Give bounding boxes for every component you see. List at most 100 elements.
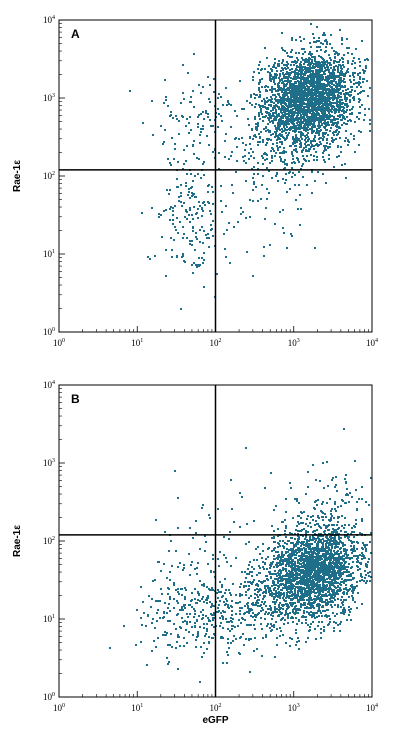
event-point [293,85,295,87]
event-point [283,100,285,102]
event-point [325,76,327,78]
event-point [343,550,345,552]
event-point [316,89,318,91]
event-point [330,109,332,111]
event-point [331,515,333,517]
event-point [325,105,327,107]
event-point [268,170,270,172]
event-point [322,119,324,121]
event-point [213,78,215,80]
event-point [172,223,174,225]
event-point [322,538,324,540]
event-point [192,194,194,196]
event-point [319,79,321,81]
event-point [290,121,292,123]
event-point [318,605,320,607]
event-point [307,124,309,126]
event-point [313,138,315,140]
event-point [281,123,283,125]
event-point [339,548,341,550]
event-point [284,121,286,123]
event-point [258,112,260,114]
event-point [307,101,309,103]
event-point [313,107,315,109]
event-point [273,626,275,628]
event-point [172,214,174,216]
event-point [351,112,353,114]
event-point [313,76,315,78]
event-point [343,122,345,124]
event-point [326,129,328,131]
event-point [297,208,299,210]
event-point [329,73,331,75]
event-point [307,144,309,146]
event-point [286,119,288,121]
event-point [171,256,173,258]
event-point [307,108,309,110]
event-point [265,144,267,146]
event-point [170,114,172,116]
event-point [338,84,340,86]
event-point [259,137,261,139]
event-point [293,119,295,121]
event-point [253,71,255,73]
event-point [328,533,330,535]
event-point [291,151,293,153]
event-point [328,158,330,160]
event-point [181,115,183,117]
event-point [291,533,293,535]
event-point [322,111,324,113]
event-point [306,155,308,157]
event-point [350,533,352,535]
event-point [323,524,325,526]
event-point [185,160,187,162]
event-point [311,105,313,107]
event-point [340,564,342,566]
event-point [369,123,371,125]
event-point [278,108,280,110]
event-point [330,127,332,129]
event-point [320,129,322,131]
event-point [315,62,317,64]
event-point [285,564,287,566]
event-point [270,68,272,70]
event-point [358,118,360,120]
event-point [356,541,358,543]
event-point [178,133,180,135]
event-point [275,90,277,92]
event-point [183,233,185,235]
event-point [349,101,351,103]
event-point [359,554,361,556]
event-point [296,97,298,99]
event-point [329,584,331,586]
event-point [151,100,153,102]
event-point [278,60,280,62]
event-point [312,612,314,614]
event-point [208,246,210,248]
event-point [308,110,310,112]
event-point [274,58,276,60]
event-point [260,198,262,200]
event-point [317,552,319,554]
event-point [203,174,205,176]
event-point [301,57,303,59]
event-point [271,98,273,100]
event-point [163,141,165,143]
event-point [339,116,341,118]
event-point [334,109,336,111]
event-point [279,211,281,213]
event-point [185,185,187,187]
event-point [209,101,211,103]
event-point [356,86,358,88]
tick-base: 10 [366,338,376,348]
event-point [189,243,191,245]
event-point [338,155,340,157]
event-point [266,167,268,169]
event-point [296,119,298,121]
event-point [298,620,300,622]
event-point [281,551,283,553]
event-point [260,111,262,113]
event-point [325,132,327,134]
event-point [280,158,282,160]
event-point [328,71,330,73]
